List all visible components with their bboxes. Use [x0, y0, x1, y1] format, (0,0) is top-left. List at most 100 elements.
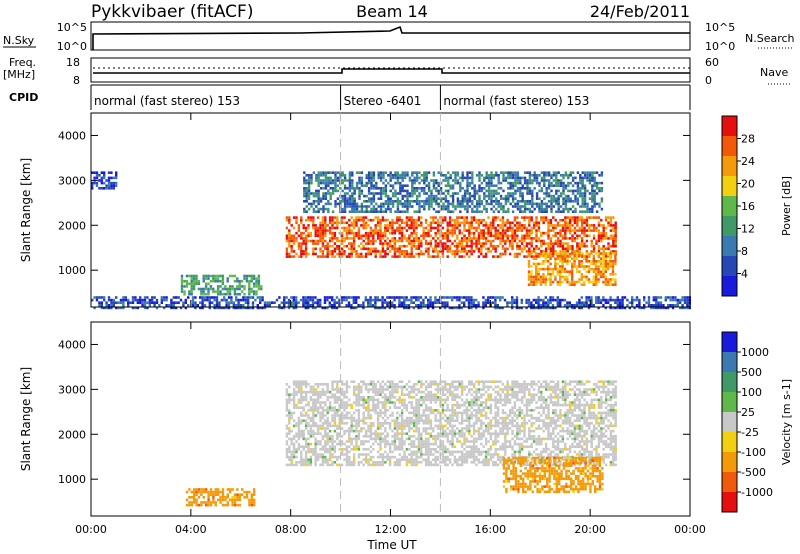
scatter-cell: [471, 194, 474, 198]
scatter-cell: [266, 304, 269, 307]
scatter-cell: [389, 171, 392, 174]
scatter-cell: [494, 250, 497, 253]
scatter-cell: [535, 194, 539, 198]
scatter-cell: [483, 187, 486, 190]
scatter-cell: [211, 301, 214, 304]
scatter-cell: [309, 298, 312, 302]
scatter-cell: [319, 419, 322, 422]
scatter-cell: [473, 189, 476, 193]
scatter-cell: [340, 218, 344, 222]
scatter-cell: [355, 210, 359, 213]
scatter-cell: [339, 202, 342, 206]
scatter-cell: [492, 234, 495, 238]
scatter-cell: [468, 226, 471, 230]
scatter-cell: [190, 287, 193, 291]
scatter-cell: [199, 306, 202, 310]
scatter-cell: [389, 197, 392, 200]
scatter-cell: [571, 210, 575, 213]
scatter-cell: [309, 419, 313, 422]
scatter-cell: [352, 306, 355, 310]
scatter-cell: [460, 255, 464, 258]
scatter-cell: [379, 422, 382, 425]
scatter-cell: [439, 189, 443, 193]
scatter-cell: [290, 224, 293, 227]
scatter-cell: [263, 306, 267, 310]
scatter-cell: [403, 250, 406, 253]
scatter-cell: [574, 176, 577, 180]
scatter-cell: [467, 298, 471, 302]
scatter-cell: [235, 306, 238, 310]
scatter-cell: [588, 176, 592, 180]
scatter-cell: [585, 265, 588, 268]
scatter-cell: [355, 234, 358, 238]
scatter-cell: [369, 229, 373, 232]
scatter-cell: [389, 174, 392, 177]
scatter-cell: [331, 237, 334, 240]
scatter-cell: [326, 458, 329, 461]
scatter-cell: [515, 298, 519, 302]
scatter-cell: [591, 174, 594, 177]
scatter-cell: [614, 254, 617, 258]
scatter-cell: [307, 207, 311, 211]
scatter-cell: [328, 250, 332, 253]
scatter-cell: [388, 396, 392, 399]
scatter-cell: [314, 453, 317, 456]
scatter-cell: [295, 393, 298, 396]
scatter-cell: [439, 239, 442, 243]
scatter-cell: [431, 306, 435, 310]
scatter-cell: [540, 187, 544, 190]
scatter-cell: [391, 221, 394, 225]
scatter-cell: [391, 187, 395, 190]
scatter-cell: [513, 255, 517, 258]
scatter-cell: [309, 234, 313, 238]
scatter-cell: [352, 424, 356, 428]
scatter-cell: [561, 250, 565, 253]
scatter-cell: [329, 176, 332, 180]
scatter-cell: [302, 298, 305, 302]
scatter-cell: [370, 184, 373, 187]
scatter-cell: [535, 298, 538, 302]
scatter-cell: [483, 176, 486, 180]
scatter-cell: [287, 301, 291, 304]
scatter-cell: [379, 437, 382, 441]
scatter-cell: [583, 184, 587, 187]
scatter-cell: [340, 221, 344, 225]
scatter-cell: [376, 442, 380, 446]
scatter-cell: [412, 242, 416, 245]
scatter-cell: [315, 192, 318, 195]
scatter-cell: [475, 306, 478, 310]
scatter-cell: [456, 171, 460, 174]
scatter-cell: [369, 445, 373, 448]
scatter-cell: [540, 234, 543, 238]
scatter-cell: [487, 184, 491, 187]
scatter-cell: [535, 244, 538, 248]
scatter-cell: [98, 301, 101, 304]
scatter-cell: [400, 429, 404, 433]
nsky-tick-low: 10^0: [57, 40, 87, 53]
y-tick-label: 1000: [58, 264, 86, 277]
scatter-cell: [514, 171, 517, 174]
scatter-cell: [422, 229, 425, 232]
scatter-cell: [326, 448, 329, 451]
scatter-cell: [213, 298, 216, 302]
scatter-cell: [686, 304, 689, 307]
scatter-cell: [411, 194, 414, 198]
scatter-cell: [379, 306, 382, 310]
scatter-cell: [386, 244, 389, 248]
scatter-cell: [351, 210, 354, 213]
scatter-cell: [227, 306, 231, 310]
scatter-cell: [345, 396, 349, 399]
scatter-cell: [319, 406, 322, 409]
scatter-cell: [418, 187, 421, 190]
scatter-cell: [559, 210, 563, 213]
scatter-cell: [405, 306, 408, 310]
scatter-cell: [396, 216, 399, 219]
scatter-cell: [511, 229, 514, 232]
scatter-cell: [420, 179, 424, 182]
scatter-cell: [507, 194, 510, 198]
scatter-cell: [228, 285, 232, 288]
scatter-cell: [280, 306, 283, 310]
scatter-cell: [552, 244, 555, 248]
scatter-cell: [485, 194, 488, 198]
scatter-cell: [340, 255, 344, 258]
